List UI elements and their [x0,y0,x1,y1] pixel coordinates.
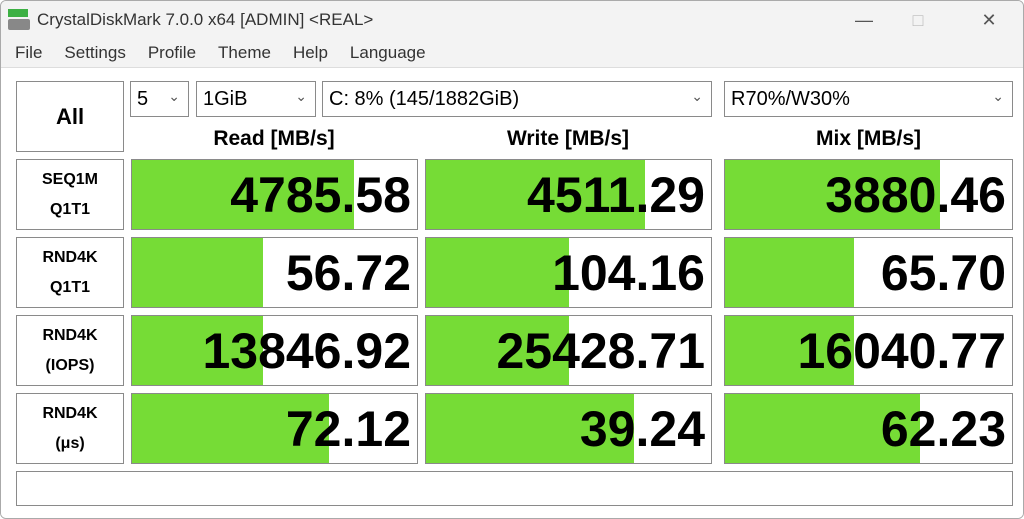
chevron-down-icon: ⌄ [168,88,180,104]
mix-result-bar [725,394,921,463]
menu-settings[interactable]: Settings [64,43,126,62]
menu-theme[interactable]: Theme [218,43,271,62]
read-result-bar [132,160,355,229]
test-label-line2: Q1T1 [49,278,90,296]
test-label-line1: RND4K [42,404,98,422]
mix-result-value: 65.70 [880,244,1006,301]
write-result-cell: 4511.29 [425,159,712,230]
chevron-down-icon: ⌄ [691,88,703,104]
drive-value: C: 8% (145/1882GiB) [329,87,520,110]
mix-result-value: 16040.77 [797,322,1006,379]
test-label-line1: RND4K [42,326,98,344]
read-result-value: 72.12 [285,400,411,457]
test-label-line2: (μs) [55,434,85,452]
mix-result-bar [725,238,855,307]
size-select[interactable]: 1GiB ⌄ [196,81,316,117]
mix-result-value: 62.23 [880,400,1006,457]
write-result-value: 25428.71 [496,322,705,379]
minimize-button[interactable]: — [855,9,873,30]
chevron-down-icon: ⌄ [992,88,1004,104]
close-button[interactable]: ✕ [981,9,997,30]
read-result-cell: 13846.92 [131,315,418,386]
test-button[interactable]: SEQ1M Q1T1 [16,159,124,230]
test-button[interactable]: RND4K Q1T1 [16,237,124,308]
read-result-value: 56.72 [285,244,411,301]
maximize-button[interactable]: □ [912,9,924,30]
size-value: 1GiB [203,87,248,110]
read-result-cell: 56.72 [131,237,418,308]
count-select[interactable]: 5 ⌄ [130,81,189,117]
read-result-value: 13846.92 [202,322,411,379]
title-bar: CrystalDiskMark 7.0.0 x64 [ADMIN] <REAL>… [1,1,1023,39]
mix-result-value: 3880.46 [825,166,1006,223]
chevron-down-icon: ⌄ [295,88,307,104]
write-result-bar [426,238,569,307]
menu-bar: File Settings Profile Theme Help Languag… [1,39,1023,68]
app-icon [8,9,30,31]
test-label-line1: SEQ1M [41,170,98,188]
test-button[interactable]: RND4K (μs) [16,393,124,464]
all-button[interactable]: All [16,81,124,152]
write-result-bar [426,316,569,385]
write-result-cell: 25428.71 [425,315,712,386]
read-result-value: 4785.58 [230,166,411,223]
mix-result-bar [725,160,941,229]
menu-help[interactable]: Help [292,43,328,62]
window-title: CrystalDiskMark 7.0.0 x64 [ADMIN] <REAL> [37,10,374,29]
read-result-cell: 72.12 [131,393,418,464]
menu-language[interactable]: Language [349,43,426,62]
mix-result-cell: 16040.77 [724,315,1013,386]
write-result-bar [426,394,635,463]
mix-result-bar [725,316,855,385]
mix-result-cell: 3880.46 [724,159,1013,230]
test-label-line2: Q1T1 [49,200,90,218]
mix-header: Mix [MB/s] [816,127,921,150]
status-bar [16,471,1013,506]
test-button[interactable]: RND4K (IOPS) [16,315,124,386]
write-result-value: 39.24 [579,400,705,457]
read-result-bar [132,394,329,463]
drive-select[interactable]: C: 8% (145/1882GiB) ⌄ [322,81,712,117]
test-label-line1: RND4K [42,248,98,266]
write-result-cell: 104.16 [425,237,712,308]
mix-result-cell: 62.23 [724,393,1013,464]
write-header: Write [MB/s] [506,127,630,150]
menu-profile[interactable]: Profile [147,43,197,62]
test-label-line2: (IOPS) [45,356,95,374]
write-result-value: 4511.29 [527,166,705,223]
read-result-bar [132,316,264,385]
read-result-cell: 4785.58 [131,159,418,230]
count-value: 5 [137,87,149,110]
write-result-bar [426,160,646,229]
write-result-cell: 39.24 [425,393,712,464]
menu-file[interactable]: File [15,43,43,62]
mix-result-cell: 65.70 [724,237,1013,308]
read-header: Read [MB/s] [213,127,335,150]
mix-value: R70%/W30% [731,87,850,110]
write-result-value: 104.16 [552,244,705,301]
read-result-bar [132,238,264,307]
mix-select[interactable]: R70%/W30% ⌄ [724,81,1013,117]
